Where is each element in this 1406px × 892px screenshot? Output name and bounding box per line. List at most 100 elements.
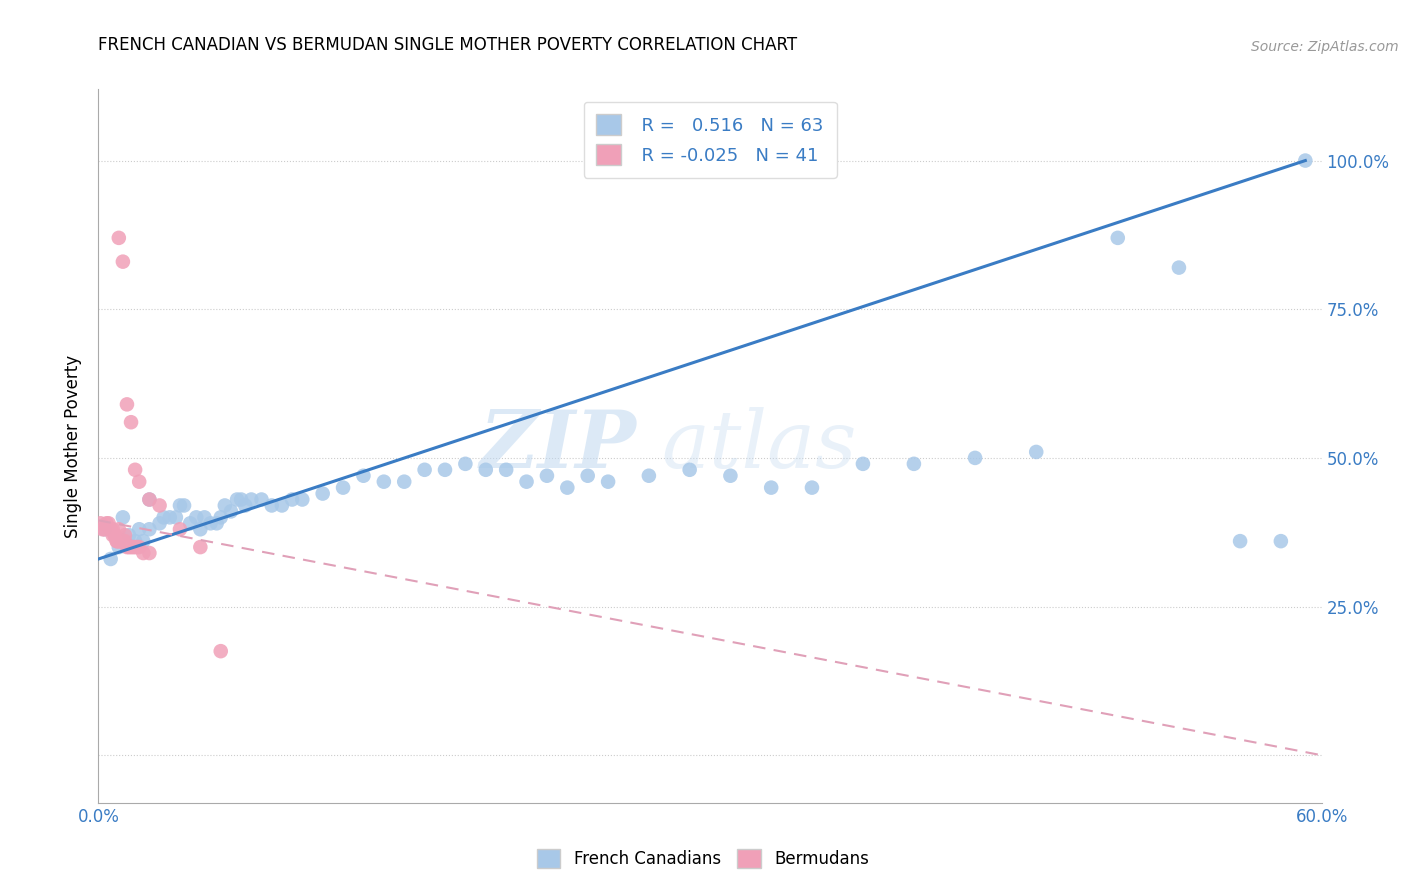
Text: atlas: atlas [661,408,856,484]
Point [576,468,599,483]
Point [138,522,160,536]
Point [165,510,187,524]
Point [127,540,149,554]
Point [108,522,131,536]
Point [91,522,114,536]
Point [149,499,172,513]
Point [1025,445,1047,459]
Point [100,552,122,566]
Point [110,534,132,549]
Point [89,516,111,531]
Point [250,492,273,507]
Point [965,450,987,465]
Point [332,481,354,495]
Point [108,534,131,549]
Point [138,492,160,507]
Point [188,540,212,554]
Point [128,522,150,536]
Point [801,481,824,495]
Point [104,528,127,542]
Point [169,522,191,536]
Point [454,457,477,471]
Point [138,492,160,507]
Point [93,522,115,536]
Point [214,499,236,513]
Point [1167,260,1189,275]
Point [118,540,141,554]
Point [1107,231,1129,245]
Point [111,534,134,549]
Point [132,546,155,560]
Point [115,397,138,411]
Point [434,463,457,477]
Text: Source: ZipAtlas.com: Source: ZipAtlas.com [1251,39,1399,54]
Point [105,534,128,549]
Point [240,492,263,507]
Text: FRENCH CANADIAN VS BERMUDAN SINGLE MOTHER POVERTY CORRELATION CHART: FRENCH CANADIAN VS BERMUDAN SINGLE MOTHE… [98,36,797,54]
Point [128,475,150,489]
Point [169,499,191,513]
Point [413,463,436,477]
Point [270,499,294,513]
Point [149,516,172,531]
Point [124,463,146,477]
Point [392,475,416,489]
Point [1270,534,1292,549]
Point [179,516,201,531]
Point [152,510,174,524]
Point [138,546,160,560]
Text: ZIP: ZIP [479,408,637,484]
Point [122,540,145,554]
Point [209,644,232,658]
Point [108,231,131,245]
Point [105,534,128,549]
Point [193,510,215,524]
Point [124,534,146,549]
Point [115,540,138,554]
Point [373,475,395,489]
Point [638,468,661,483]
Point [101,522,124,536]
Point [291,492,314,507]
Point [108,540,131,554]
Point [312,486,335,500]
Point [124,540,146,554]
Point [128,540,150,554]
Point [111,254,134,268]
Point [188,522,212,536]
Point [495,463,517,477]
Legend:   R =   0.516   N = 63,   R = -0.025   N = 41: R = 0.516 N = 63, R = -0.025 N = 41 [583,102,837,178]
Point [226,492,249,507]
Point [97,516,120,531]
Point [536,468,558,483]
Legend: French Canadians, Bermudans: French Canadians, Bermudans [530,842,876,875]
Point [281,492,304,507]
Point [903,457,925,471]
Point [852,457,875,471]
Point [233,499,256,513]
Point [205,516,228,531]
Point [114,534,136,549]
Point [108,534,131,549]
Point [200,516,222,531]
Point [260,499,283,513]
Point [352,468,374,483]
Point [761,481,783,495]
Point [231,492,253,507]
Point [159,510,181,524]
Point [720,468,742,483]
Point [104,528,127,542]
Point [111,510,134,524]
Point [120,540,142,554]
Point [100,522,122,536]
Point [598,475,620,489]
Point [516,475,538,489]
Point [96,516,118,531]
Point [101,528,124,542]
Point [93,522,115,536]
Point [219,504,242,518]
Point [114,528,136,542]
Y-axis label: Single Mother Poverty: Single Mother Poverty [65,354,83,538]
Point [679,463,702,477]
Point [557,481,579,495]
